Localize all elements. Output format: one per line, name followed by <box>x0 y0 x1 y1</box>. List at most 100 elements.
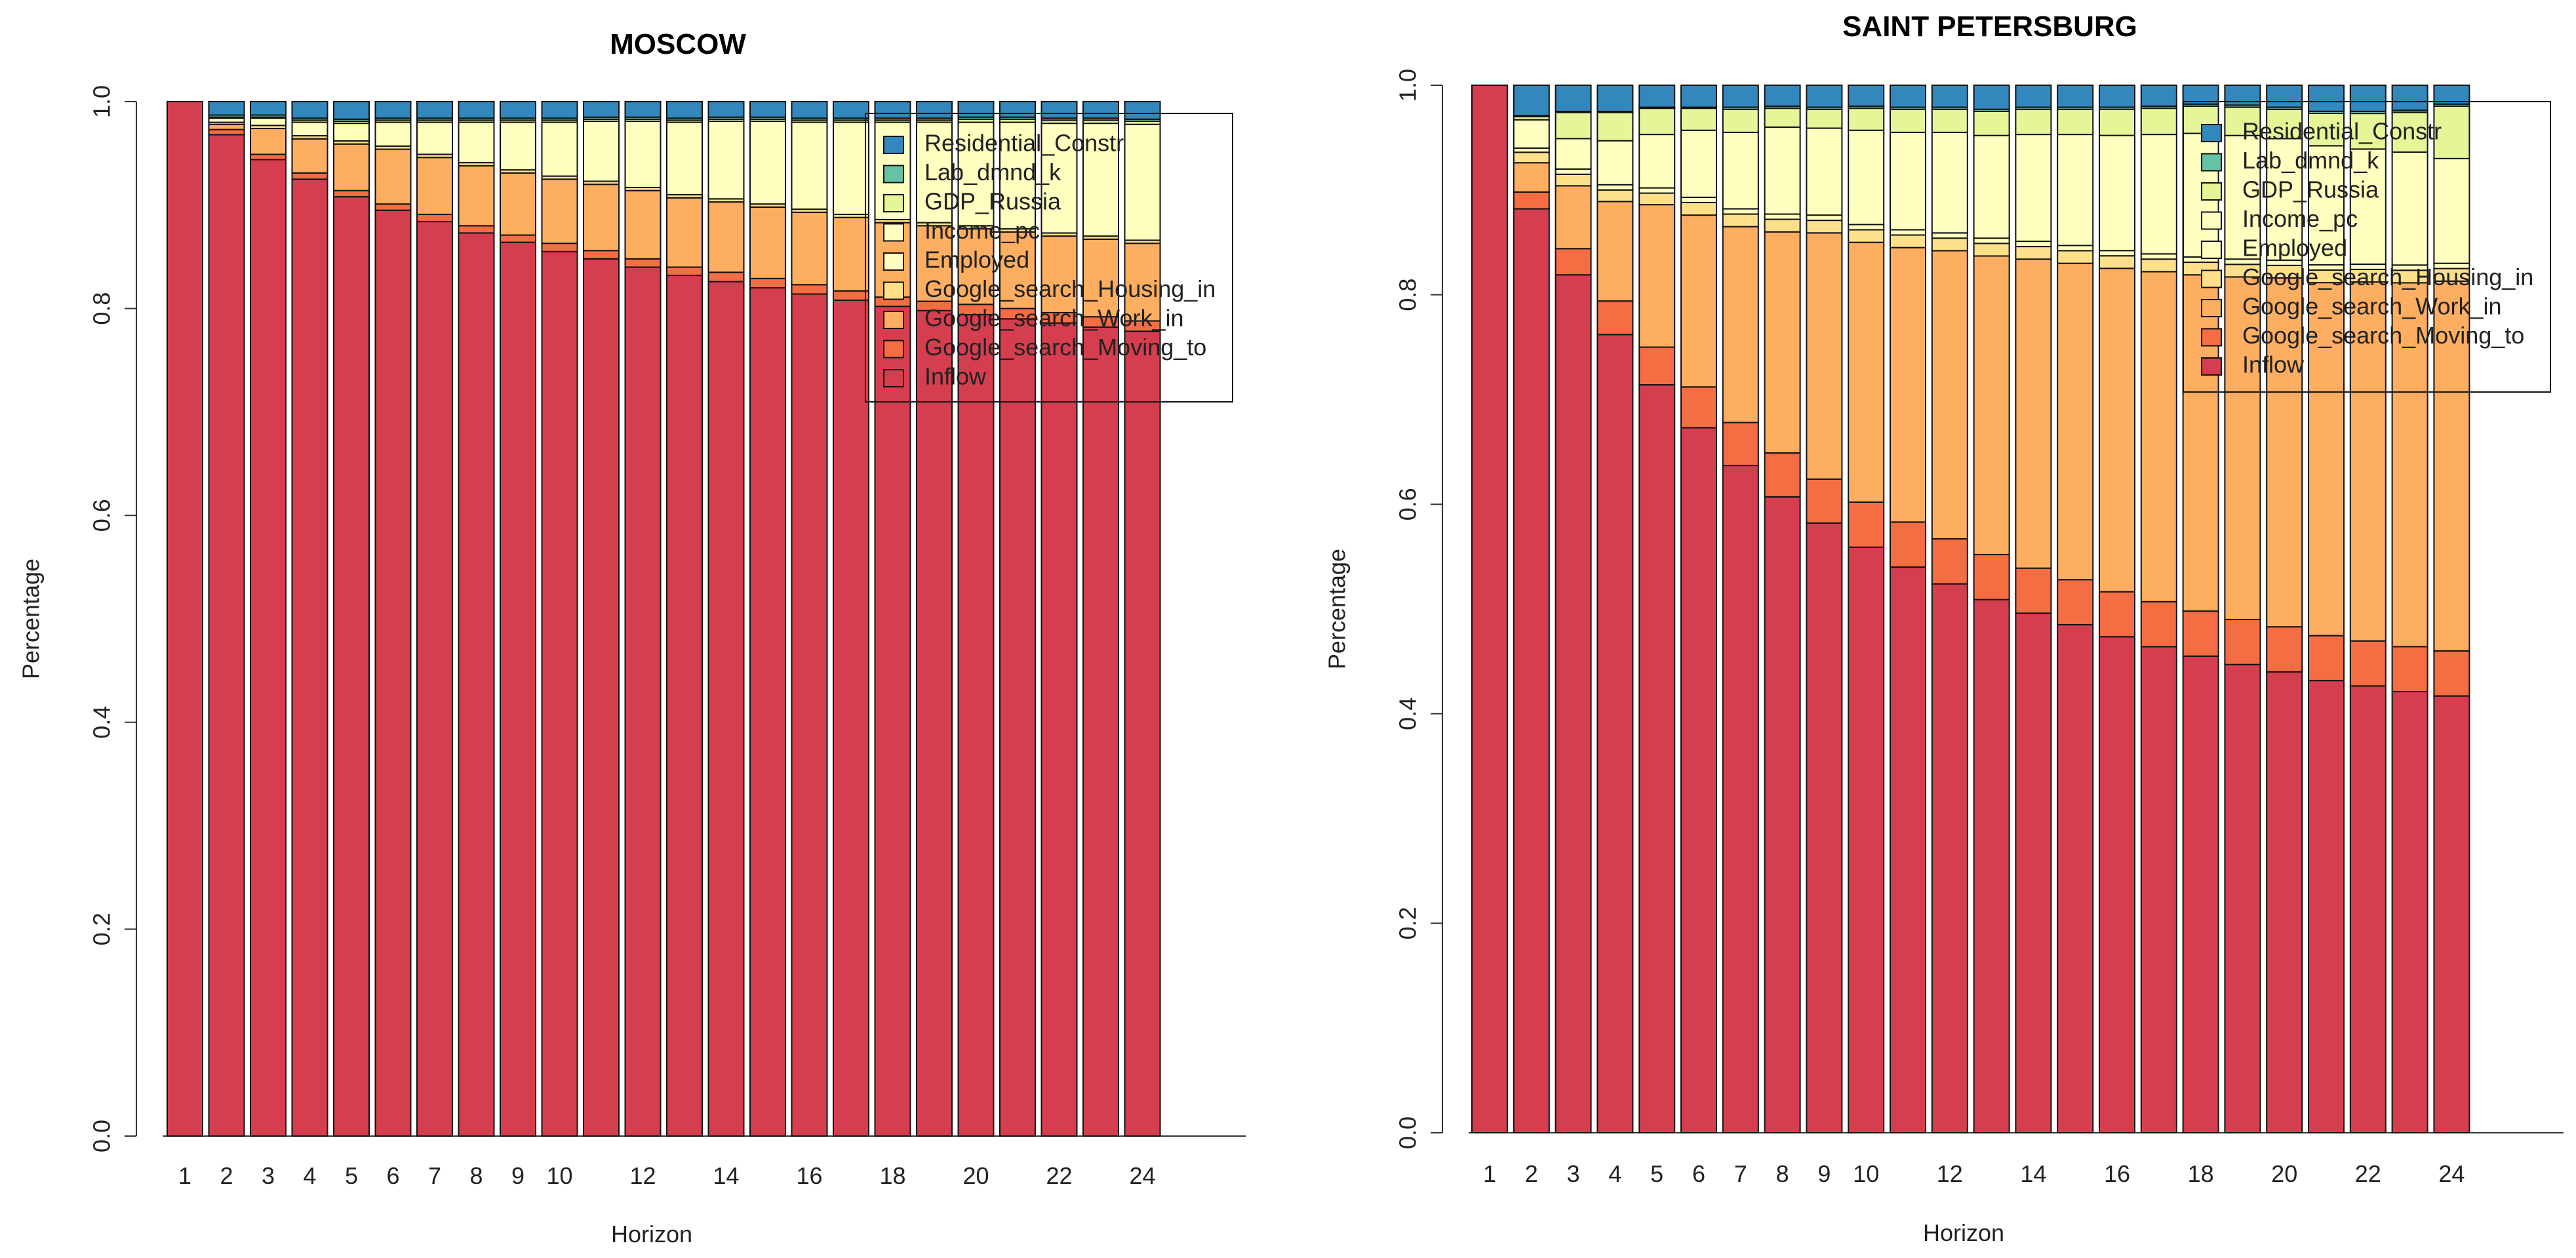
bar-segment-GDP_Russia <box>1680 108 1717 131</box>
bar-segment-Inflow <box>2266 671 2303 1133</box>
bar-segment-Google_search_Moving_to <box>749 277 786 289</box>
bar-segment-GDP_Russia <box>1806 108 1843 129</box>
bar-segment-Employed <box>1806 214 1843 222</box>
bar-segment-GDP_Russia <box>1848 108 1885 131</box>
bar-segment-Residential_Constr <box>2433 85 2470 105</box>
bar-segment-Google_search_Moving_to <box>2224 618 2261 665</box>
bar-segment-Income_pc <box>458 121 495 164</box>
legend-label-Income_pc: Income_pc <box>924 217 1040 244</box>
bar-segment-Inflow <box>2099 636 2135 1133</box>
bar-stack-19 <box>2224 85 2261 1133</box>
bar-stack-1 <box>1471 85 1508 1133</box>
bar-segment-Income_pc <box>500 121 536 171</box>
bar-segment-Inflow <box>1848 546 1885 1133</box>
bar-segment-GDP_Russia <box>1722 108 1759 133</box>
bar-segment-Employed <box>1596 184 1634 191</box>
bar-segment-Google_search_Housing_in <box>2015 246 2052 260</box>
bar-segment-Residential_Constr <box>1722 85 1759 108</box>
bar-segment-Residential_Constr <box>666 101 703 119</box>
bar-segment-Inflow <box>2015 612 2052 1133</box>
bar-stack-16 <box>2099 85 2135 1133</box>
bar-stack-22 <box>2349 85 2387 1133</box>
chart-saint-petersburg: SAINT PETERSBURG 0.0 0.2 0.4 0.6 0.8 1.0 Percen… <box>1324 10 2564 1246</box>
bar-segment-Income_pc <box>2433 157 2470 264</box>
legend-label-Google_search_Housing_in: Google_search_Housing_in <box>2242 264 2533 290</box>
bar-stack-20 <box>2266 85 2303 1133</box>
bar-segment-Residential_Constr <box>874 101 911 119</box>
bar-segment-Residential_Constr <box>500 101 536 119</box>
bar-segment-Inflow <box>1890 566 1926 1133</box>
bar-segment-Income_pc <box>666 121 703 196</box>
bar-segment-Residential_Constr <box>999 101 1036 118</box>
bar-segment-GDP_Russia <box>2433 105 2470 159</box>
bar-segment-Income_pc <box>999 121 1036 230</box>
y-tick-label: 0.4 <box>1395 698 1421 730</box>
bar-segment-Income_pc <box>833 121 869 216</box>
legend-swatch-Lab_dmnd_k <box>883 165 904 184</box>
legend-label-Google_search_Housing_in: Google_search_Housing_in <box>924 275 1216 302</box>
bar-stack-8 <box>458 101 495 1137</box>
bar-segment-Google_search_Housing_in <box>2099 255 2135 269</box>
bar-segment-Google_search_Moving_to <box>458 225 495 234</box>
bar-segment-GDP_Russia <box>2308 113 2345 147</box>
bar-segment-Google_search_Work_in <box>1806 232 1843 480</box>
bar-stack-17 <box>2140 85 2177 1133</box>
bar-segment-Inflow <box>999 318 1036 1137</box>
bar-segment-Residential_Constr <box>2391 85 2428 111</box>
bar-segment-Residential_Constr <box>2349 85 2387 112</box>
bar-segment-Residential_Constr <box>957 101 995 118</box>
bar-stack-19 <box>916 101 953 1137</box>
x-tick-label: 3 <box>262 1162 275 1189</box>
bar-segment-Inflow <box>624 266 662 1137</box>
bar-segment-Google_search_Moving_to <box>2391 646 2428 692</box>
bar-segment-Residential_Constr <box>1638 85 1676 108</box>
bar-segment-Inflow <box>208 134 245 1137</box>
x-tick-label: 1 <box>1483 1160 1496 1187</box>
bar-segment-Income_pc <box>1848 129 1885 226</box>
bar-segment-GDP_Russia <box>2099 108 2135 136</box>
bar-segment-Inflow <box>2182 655 2219 1133</box>
x-tick-label: 7 <box>1734 1160 1747 1187</box>
bar-segment-Residential_Constr <box>707 101 745 118</box>
bar-segment-Inflow <box>1124 330 1161 1137</box>
bar-stack-15 <box>749 101 786 1137</box>
y-tick-label: 0.8 <box>1395 279 1421 311</box>
bar-segment-Google_search_Moving_to <box>1680 386 1717 429</box>
bar-segment-Inflow <box>541 250 578 1137</box>
bar-segment-Google_search_Work_in <box>833 216 869 292</box>
bar-segment-Inflow <box>291 178 328 1137</box>
legend-swatch-Google_search_Housing_in <box>2201 269 2222 288</box>
bar-stack-21 <box>999 101 1036 1137</box>
x-tick-label: 9 <box>511 1162 525 1189</box>
bar-stack-24 <box>2433 85 2470 1134</box>
bar-segment-Google_search_Moving_to <box>1890 521 1926 568</box>
bar-stack-8 <box>1764 85 1801 1133</box>
bar-segment-Income_pc <box>1973 134 2010 239</box>
bar-stack-23 <box>1082 101 1119 1137</box>
bar-segment-Google_search_Housing_in <box>1848 229 1885 243</box>
bar-segment-Inflow <box>458 232 495 1137</box>
bar-segment-Residential_Constr <box>291 101 328 119</box>
bar-segment-GDP_Russia <box>2391 111 2428 153</box>
bar-stack-2 <box>208 101 245 1137</box>
bar-segment-Income_pc <box>1082 123 1119 237</box>
bar-segment-Inflow <box>1638 384 1676 1134</box>
bar-segment-Google_search_Moving_to <box>416 214 453 223</box>
bar-segment-GDP_Russia <box>1638 108 1676 136</box>
bar-segment-Google_search_Work_in <box>707 201 745 273</box>
bar-segment-Income_pc <box>2349 148 2387 265</box>
x-tick-label: 8 <box>469 1162 483 1189</box>
bar-stack-11 <box>583 101 620 1137</box>
bar-segment-Google_search_Work_in <box>2391 282 2428 648</box>
x-tick-label: 5 <box>345 1162 358 1189</box>
bar-segment-Residential_Constr <box>2057 85 2094 108</box>
bar-segment-Residential_Constr <box>1040 101 1078 119</box>
x-tick-label: 22 <box>2355 1160 2381 1187</box>
legend-label-Lab_dmnd_k: Lab_dmnd_k <box>924 159 1061 186</box>
bar-segment-Employed <box>1722 208 1759 215</box>
bar-segment-Employed <box>2140 253 2177 260</box>
bar-segment-Google_search_Work_in <box>1638 204 1676 348</box>
